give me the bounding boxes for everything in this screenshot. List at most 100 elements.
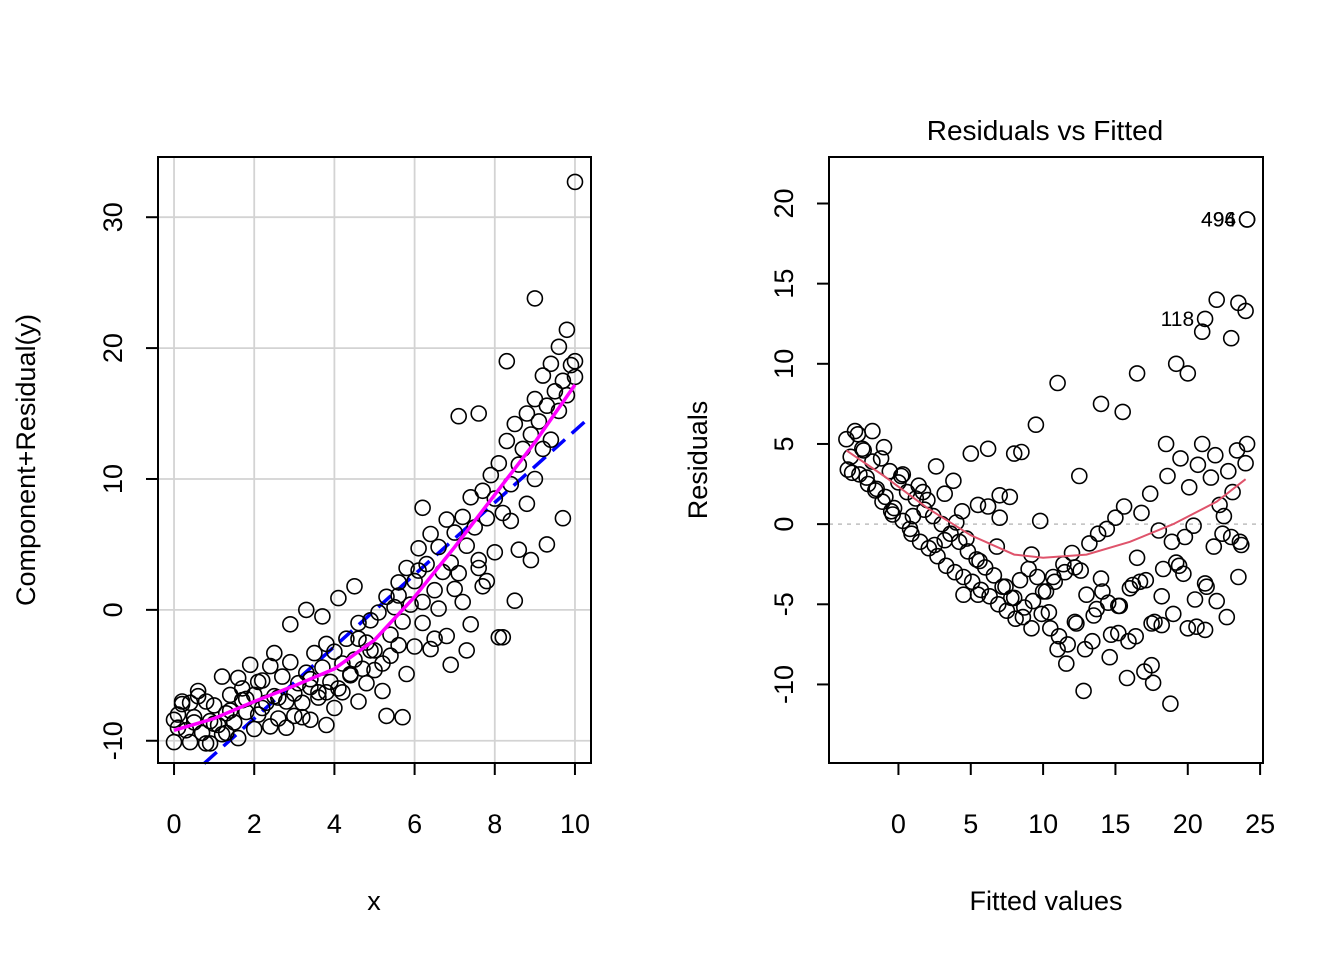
data-point	[1034, 583, 1052, 600]
data-point	[1078, 586, 1095, 604]
residual-smooth-line	[173, 383, 577, 732]
data-point	[430, 538, 447, 556]
x-tick-label: 8	[487, 809, 502, 839]
data-point	[864, 453, 881, 470]
data-point	[1114, 403, 1131, 421]
data-point	[1029, 568, 1046, 586]
x-tick-label: 4	[327, 809, 342, 839]
y-axis-label: Component+Residual(y)	[11, 314, 41, 606]
data-point	[382, 647, 399, 665]
data-point	[1068, 615, 1085, 632]
data-point	[1005, 445, 1023, 462]
data-point	[1196, 621, 1214, 639]
data-point	[430, 600, 447, 617]
data-point	[1042, 619, 1059, 637]
data-point	[370, 604, 387, 621]
data-point	[426, 581, 443, 599]
data-point	[929, 547, 946, 565]
data-point	[386, 598, 403, 616]
data-point	[1102, 626, 1120, 644]
data-point	[450, 407, 468, 425]
data-point	[326, 699, 343, 717]
data-point	[410, 562, 427, 579]
x-axis-label: x	[367, 886, 381, 916]
data-point	[374, 682, 391, 700]
data-point	[269, 689, 287, 706]
data-point	[446, 580, 464, 598]
data-point	[1023, 546, 1040, 563]
data-point	[462, 615, 480, 633]
data-point	[1150, 522, 1168, 539]
x-tick-label: 5	[963, 809, 978, 839]
data-point	[1153, 616, 1170, 634]
data-point	[277, 719, 295, 737]
data-point	[1110, 624, 1127, 642]
data-point	[1215, 507, 1233, 525]
data-point	[1196, 310, 1214, 328]
data-point	[454, 508, 472, 526]
data-point	[955, 586, 972, 604]
data-points	[165, 173, 584, 752]
data-point	[851, 466, 868, 483]
data-point	[955, 568, 972, 586]
data-point	[474, 577, 492, 595]
x-tick-label: 10	[560, 809, 590, 839]
data-point	[1059, 636, 1076, 653]
data-point	[1092, 570, 1110, 587]
data-point	[864, 422, 881, 440]
data-point	[1115, 498, 1133, 515]
data-point	[945, 472, 962, 490]
data-point	[490, 454, 508, 472]
data-point	[538, 536, 556, 553]
data-point	[958, 530, 975, 547]
data-point	[358, 674, 375, 692]
data-point	[842, 448, 860, 466]
data-point	[217, 724, 235, 742]
data-point	[394, 613, 411, 630]
data-point	[1202, 469, 1220, 486]
data-point	[1007, 610, 1024, 628]
data-point	[1175, 565, 1192, 583]
data-point	[297, 601, 315, 619]
data-point	[972, 581, 990, 599]
data-point	[997, 578, 1014, 596]
data-point	[450, 564, 468, 582]
data-point	[1214, 525, 1231, 543]
data-point	[1084, 632, 1101, 650]
grid	[158, 157, 591, 763]
data-point	[1001, 488, 1019, 506]
y-tick-label: 5	[769, 436, 799, 451]
data-point	[904, 507, 922, 525]
data-point	[197, 735, 215, 752]
data-point	[1128, 365, 1146, 382]
data-point	[390, 636, 407, 654]
data-point	[989, 595, 1007, 613]
data-point	[326, 643, 343, 661]
data-point	[1101, 648, 1118, 666]
data-point	[193, 724, 211, 742]
data-point	[273, 668, 291, 685]
data-point	[334, 655, 351, 672]
data-point	[1131, 573, 1149, 591]
data-point	[1089, 525, 1107, 543]
data-point	[946, 563, 964, 581]
data-point	[858, 469, 875, 486]
data-point	[482, 466, 500, 484]
data-point	[213, 668, 231, 685]
data-point	[1230, 568, 1247, 586]
data-point	[1208, 592, 1225, 610]
data-point	[494, 504, 512, 522]
data-point	[402, 596, 419, 613]
data-point	[478, 509, 496, 527]
data-point	[265, 644, 283, 662]
x-tick-label: 0	[891, 809, 906, 839]
data-point	[490, 628, 508, 646]
data-point	[390, 574, 407, 591]
data-point	[438, 511, 456, 528]
data-point	[839, 461, 857, 478]
data-point	[1237, 454, 1254, 472]
data-point	[855, 442, 873, 459]
data-point	[338, 630, 355, 648]
y-tick-label: 20	[769, 188, 799, 218]
